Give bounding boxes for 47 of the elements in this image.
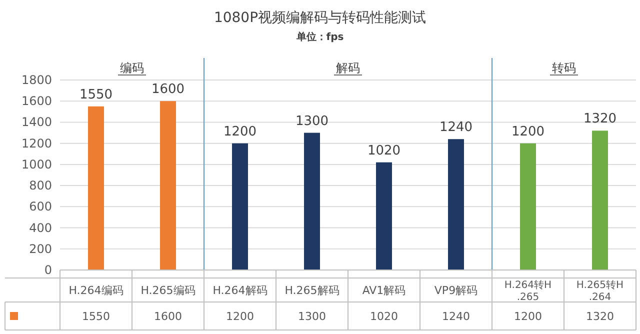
text: 1240 — [439, 120, 473, 136]
text: 1550 — [79, 87, 113, 102]
x-tick-label: VP9解码 — [434, 284, 478, 297]
bar — [88, 106, 104, 270]
x-tick-label: H.264编码 — [68, 284, 124, 297]
data-label: 1300 — [298, 310, 326, 323]
y-tick-label: 1200 — [21, 136, 52, 150]
data-label: 1020 — [370, 310, 398, 323]
bar — [232, 143, 248, 270]
bar — [448, 139, 464, 270]
text: 转码 — [552, 61, 576, 75]
data-label: 1240 — [442, 310, 470, 323]
y-tick-label: 1600 — [21, 94, 52, 108]
text: 1300 — [295, 114, 329, 129]
y-tick-label: 200 — [29, 242, 52, 256]
text: 1600 — [151, 82, 185, 98]
x-tick-label: H.265编码 — [140, 284, 196, 297]
x-tick-label: AV1解码 — [362, 284, 406, 297]
data-label: 1600 — [154, 310, 182, 323]
data-label: 1320 — [586, 310, 614, 323]
text: 1200 — [223, 124, 257, 140]
text: 1320 — [583, 112, 617, 127]
bar — [520, 143, 536, 270]
data-label: 1550 — [82, 310, 110, 323]
text: 1020 — [367, 143, 401, 158]
text: 1200 — [511, 124, 545, 140]
x-tick-label: H.264解码 — [212, 284, 268, 297]
y-tick-label: 400 — [29, 220, 52, 235]
y-tick-label: 0 — [44, 263, 52, 277]
bar — [304, 132, 320, 270]
y-tick-label: 1000 — [21, 157, 52, 172]
bar — [160, 101, 176, 270]
x-tick-label: H.265解码 — [284, 284, 340, 297]
y-tick-label: 1400 — [21, 115, 52, 130]
bar — [592, 130, 608, 270]
text: 编码 — [120, 61, 144, 75]
chart-subtitle: 单位：fps — [295, 31, 344, 43]
y-tick-label: 600 — [29, 200, 52, 214]
x-tick-label: H.265转H.264 — [576, 279, 624, 303]
data-label: 1200 — [514, 310, 542, 323]
bar — [376, 162, 392, 270]
text: 解码 — [336, 61, 360, 75]
data-label: 1200 — [226, 310, 254, 323]
chart-title: 1080P视频编解码与转码性能测试 — [214, 10, 426, 26]
y-tick-label: 1800 — [21, 73, 52, 87]
x-tick-label: H.264转H.265 — [504, 279, 552, 303]
y-tick-label: 800 — [29, 178, 52, 193]
